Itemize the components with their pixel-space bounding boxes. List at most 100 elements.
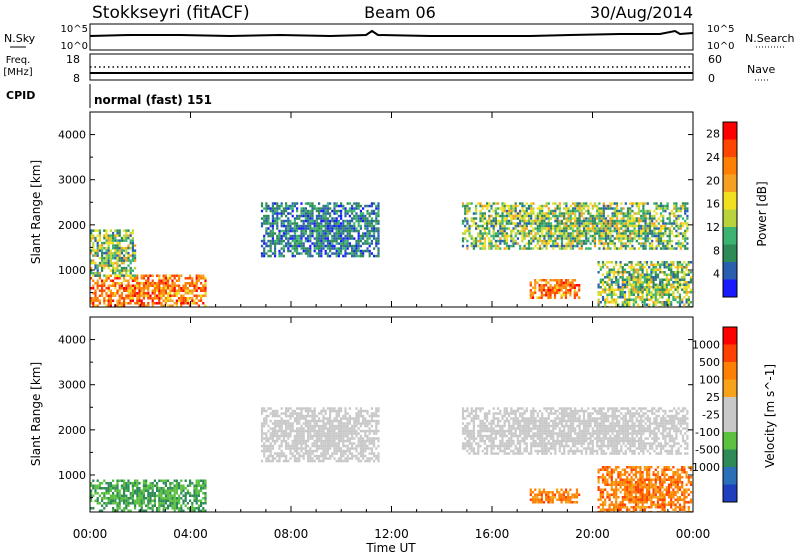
power-echo-cell [92, 241, 95, 245]
nsky-tick-bottom: 10^0 [61, 41, 88, 52]
power-echo-cell [101, 256, 104, 260]
power-echo-cell [101, 287, 104, 290]
velocity-echo-cell [116, 479, 119, 482]
power-echo-cell [689, 271, 693, 274]
power-echo-cell [643, 288, 646, 291]
velocity-echo-cell [169, 504, 172, 507]
power-echo-cell [532, 207, 535, 210]
power-echo-cell [373, 234, 376, 238]
power-echo-cell [359, 252, 362, 255]
velocity-echo-cell [296, 434, 299, 438]
power-echo-cell [650, 263, 653, 266]
power-echo-cell [269, 234, 272, 238]
velocity-echo-cell [131, 499, 134, 502]
velocity-echo-cell [285, 407, 288, 410]
velocity-echo-cell [359, 429, 362, 433]
power-echo-cell [175, 289, 178, 292]
power-echo-cell [651, 247, 654, 250]
power-echo-cell [164, 279, 167, 282]
velocity-echo-cell [162, 492, 165, 495]
power-echo-cell [639, 261, 642, 264]
power-echo-cell [674, 281, 677, 284]
velocity-echo-cell [114, 502, 117, 505]
power-echo-cell [582, 219, 586, 223]
power-echo-cell [629, 202, 632, 205]
power-echo-cell [494, 239, 497, 243]
velocity-echo-cell [302, 457, 305, 460]
power-echo-cell [516, 212, 519, 215]
power-echo-cell [687, 298, 690, 301]
power-echo-cell [189, 277, 192, 280]
power-echo-cell [342, 222, 345, 225]
power-echo-cell [516, 204, 519, 208]
power-echo-cell [536, 212, 539, 215]
power-echo-cell [560, 234, 564, 238]
power-echo-cell [613, 244, 616, 248]
velocity-echo-cell [464, 424, 467, 428]
power-echo-cell [267, 204, 270, 208]
power-echo-cell [545, 242, 548, 245]
power-echo-cell [629, 237, 632, 240]
power-echo-cell [512, 237, 515, 240]
power-echo-cell [118, 244, 121, 247]
power-echo-cell [612, 293, 616, 296]
power-echo-cell [287, 217, 290, 220]
power-echo-cell [499, 227, 502, 230]
power-echo-cell [679, 209, 682, 213]
power-echo-cell [125, 234, 128, 237]
power-echo-cell [615, 214, 619, 218]
power-echo-cell [674, 288, 677, 291]
velocity-echo-cell [337, 457, 340, 460]
power-echo-cell [600, 222, 603, 225]
power-echo-cell [461, 244, 465, 248]
velocity-echo-cell [271, 432, 274, 435]
power-echo-cell [659, 237, 663, 240]
power-echo-cell [112, 266, 115, 270]
velocity-echo-cell [353, 437, 356, 440]
power-echo-cell [644, 247, 647, 250]
velocity-echo-cell [112, 494, 115, 497]
power-echo-cell [567, 284, 570, 287]
power-echo-cell [621, 281, 624, 284]
power-echo-cell [90, 299, 93, 302]
power-echo-cell [158, 279, 161, 282]
power-echo-cell [112, 254, 115, 257]
power-echo-cell [125, 249, 128, 252]
power-echo-cell [651, 244, 654, 248]
power-echo-cell [184, 302, 187, 305]
power-echo-cell [276, 207, 279, 210]
power-echo-cell [580, 234, 583, 238]
power-echo-cell [180, 297, 183, 300]
nsky-tick-top: 10^5 [61, 24, 88, 35]
velocity-echo-cell [300, 432, 303, 435]
power-echo-cell [521, 214, 524, 218]
power-echo-cell [667, 278, 671, 281]
power-echo-cell [501, 232, 504, 235]
power-echo-cell [599, 278, 602, 281]
power-echo-cell [492, 202, 495, 205]
power-echo-cell [313, 222, 316, 225]
power-echo-cell [351, 207, 354, 210]
power-echo-cell [282, 222, 285, 225]
power-echo-cell [523, 234, 526, 238]
power-echo-cell [293, 224, 296, 228]
velocity-echo-cell [298, 432, 301, 435]
power-echo-cell [466, 219, 469, 223]
power-echo-cell [549, 239, 553, 243]
power-echo-cell [527, 244, 531, 248]
power-echo-cell [149, 282, 152, 285]
velocity-echo-cell [191, 502, 194, 505]
velocity-echo-cell [313, 454, 316, 458]
power-echo-cell [558, 204, 561, 208]
velocity-echo-cell [340, 457, 343, 460]
power-echo-cell [466, 227, 469, 230]
velocity-echo-cell [337, 427, 340, 430]
power-echo-cell [659, 281, 662, 284]
power-echo-cell [553, 296, 557, 299]
power-echo-cell [519, 202, 522, 205]
power-echo-cell [681, 242, 685, 245]
velocity-echo-cell [377, 444, 380, 448]
power-echo-cell [644, 229, 647, 233]
power-echo-cell [523, 227, 526, 230]
velocity-echo-cell [366, 444, 369, 448]
